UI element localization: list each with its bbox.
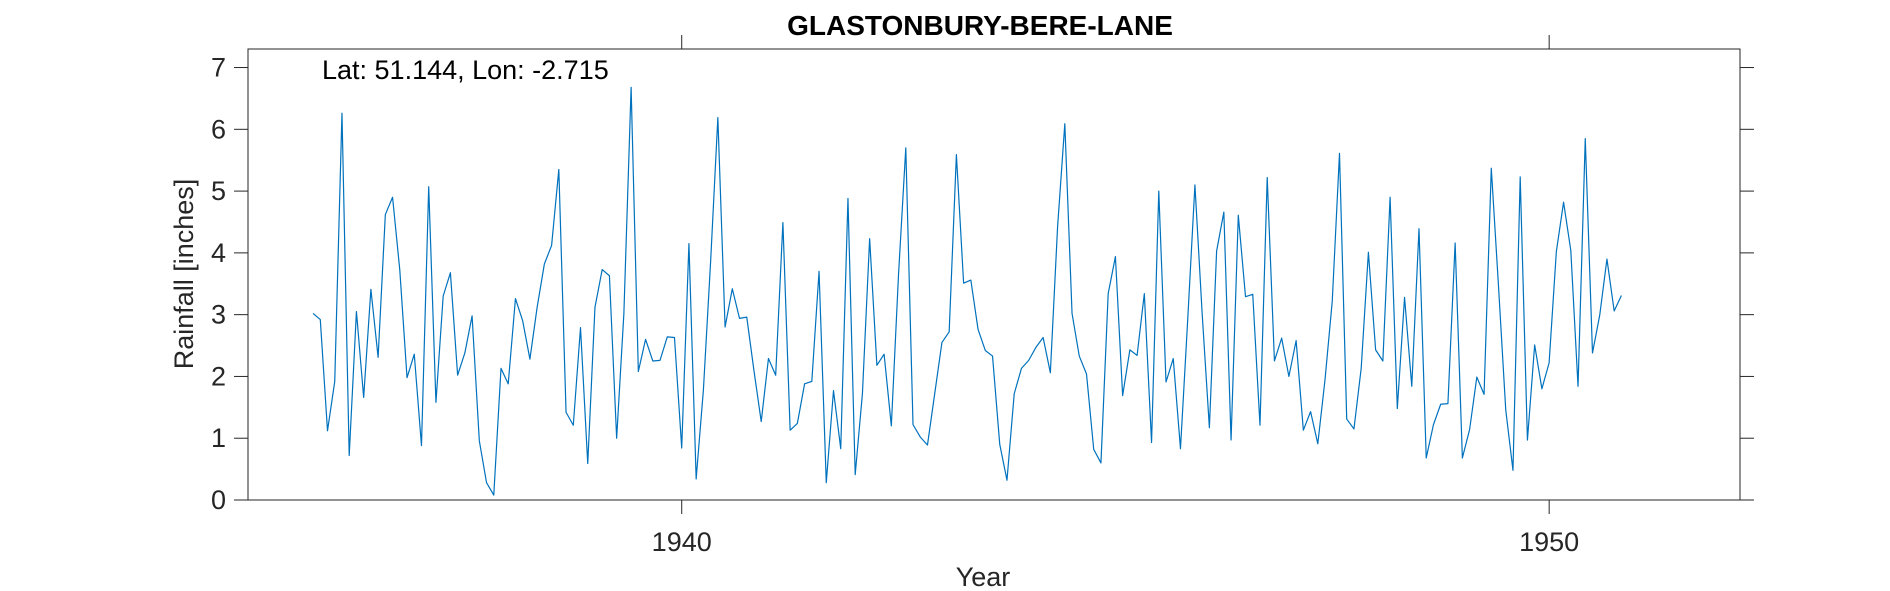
rainfall-series-line	[312, 86, 1622, 496]
x-tick-label: 1950	[1519, 527, 1579, 557]
x-tick-label: 1940	[652, 527, 712, 557]
chart-title: GLASTONBURY-BERE-LANE	[787, 10, 1173, 41]
y-tick-label: 1	[211, 423, 226, 453]
location-annotation: Lat: 51.144, Lon: -2.715	[322, 55, 609, 85]
y-tick-label: 2	[211, 361, 226, 391]
axis-ticks	[234, 35, 1754, 514]
y-tick-label: 4	[211, 238, 226, 268]
y-tick-labels: 0 1 2 3 4 5 6 7	[211, 53, 226, 515]
y-tick-label: 5	[211, 176, 226, 206]
y-tick-label: 3	[211, 300, 226, 330]
plot-area-frame	[247, 48, 1741, 501]
x-tick-labels: 1940 1950	[652, 527, 1580, 557]
y-axis-label: Rainfall [inches]	[169, 179, 199, 370]
x-axis-label: Year	[956, 562, 1011, 591]
y-tick-label: 0	[211, 485, 226, 515]
y-tick-label: 7	[211, 53, 226, 83]
y-tick-label: 6	[211, 114, 226, 144]
